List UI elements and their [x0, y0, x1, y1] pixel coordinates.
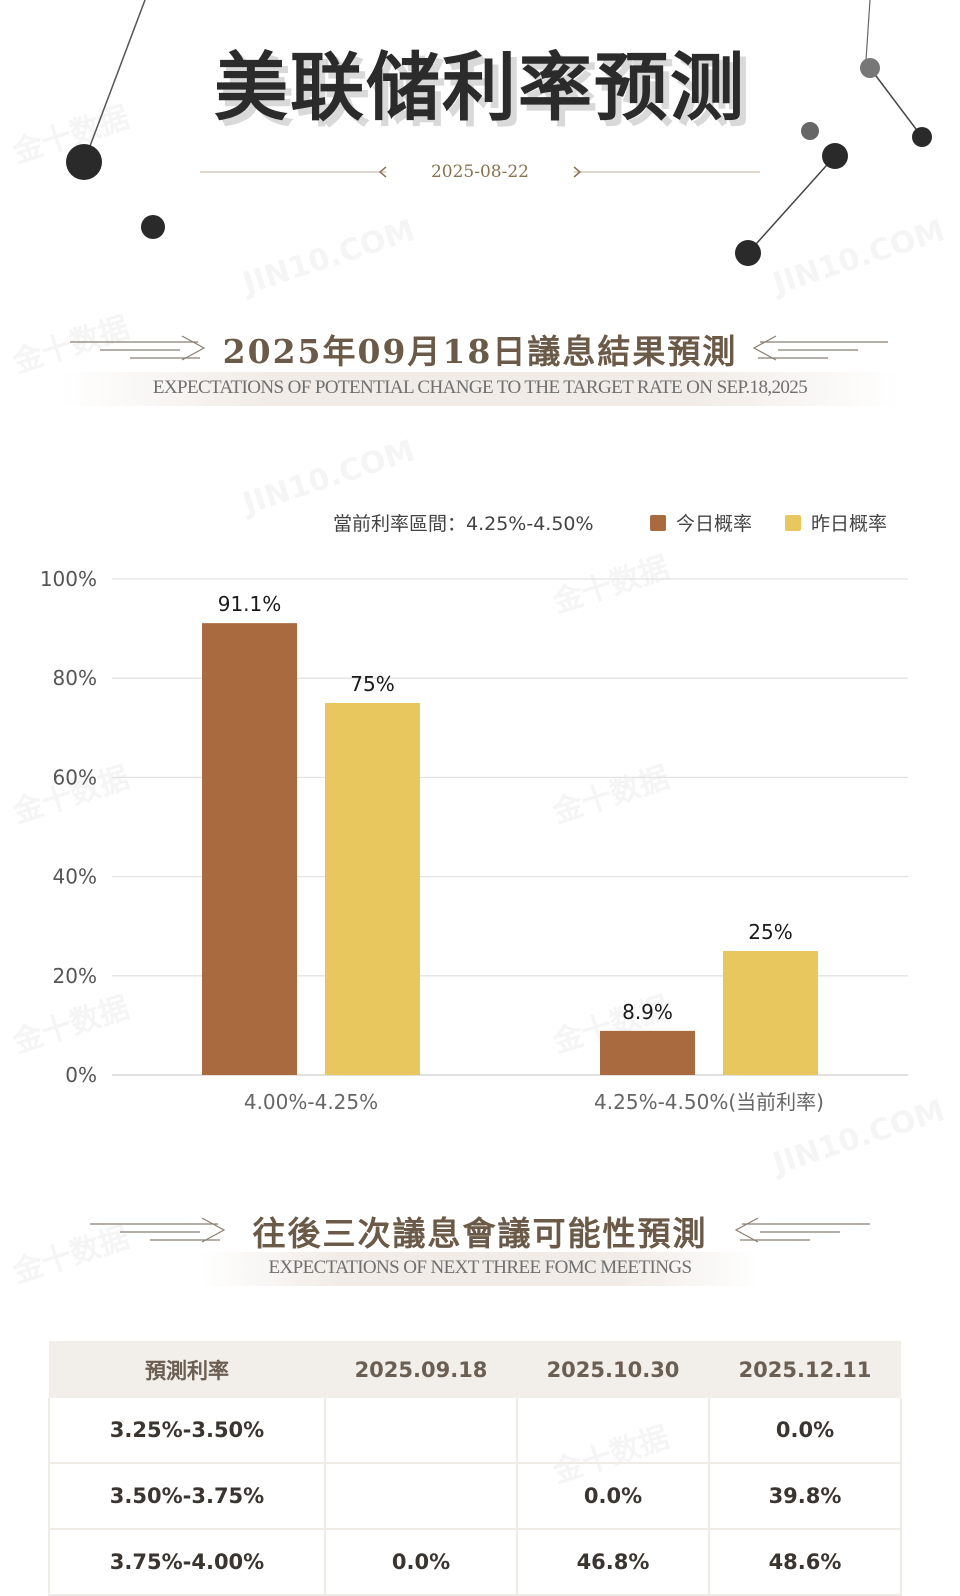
table-row: 3.75%-4.00% 0.0% 46.8% 48.6% [48, 1529, 902, 1596]
section2-subtitle: EXPECTATIONS OF NEXT THREE FOMC MEETINGS [268, 1257, 693, 1278]
data-label: 25% [748, 920, 792, 944]
ornament-left-icon [90, 1217, 226, 1243]
y-tick-label: 0% [65, 1063, 97, 1087]
table-row: 3.25%-3.50% 0.0% [48, 1398, 902, 1464]
table-cell-rate: 3.25%-3.50% [48, 1398, 326, 1464]
decor-dot [822, 143, 848, 169]
section1-subtitle: EXPECTATIONS OF POTENTIAL CHANGE TO THE … [152, 377, 808, 398]
table-header-row: 預測利率 2025.09.18 2025.10.30 2025.12.11 [49, 1341, 901, 1398]
table-cell [324, 1398, 518, 1464]
y-tick-label: 80% [53, 666, 97, 690]
date-row: 2025-08-22 [190, 158, 770, 188]
table-cell: 0.0% [708, 1398, 902, 1464]
y-tick-label: 40% [53, 865, 97, 889]
table-cell: 46.8% [516, 1529, 710, 1596]
legend-swatch-yesterday [785, 515, 801, 531]
y-tick-label: 100% [40, 567, 97, 591]
x-tick-label: 4.00%-4.25% [244, 1090, 378, 1114]
section1-title: 2025年09月18日議息結果預測 [222, 332, 738, 371]
y-tick-label: 60% [53, 765, 97, 789]
data-label: 91.1% [218, 592, 282, 616]
table-header: 預測利率 [49, 1341, 325, 1398]
decor-dot [141, 215, 165, 239]
ornament-left-icon [70, 335, 206, 361]
report-date: 2025-08-22 [430, 162, 529, 182]
section1-subtitle-band [60, 372, 900, 406]
table-header: 2025.10.30 [517, 1341, 709, 1398]
bar [202, 623, 297, 1075]
table-header: 2025.09.18 [325, 1341, 517, 1398]
table-cell-rate: 3.75%-4.00% [48, 1529, 326, 1596]
fomc-forecast-table: 預測利率 2025.09.18 2025.10.30 2025.12.11 3.… [48, 1341, 902, 1596]
section2-title: 往後三次議息會議可能性預測 [252, 1214, 708, 1253]
date-divider-lines [200, 166, 760, 178]
table-row: 3.50%-3.75% 0.0% 39.8% [48, 1463, 902, 1530]
table-cell: 48.6% [708, 1529, 902, 1596]
table-cell: 39.8% [708, 1463, 902, 1530]
table-cell-rate: 3.50%-3.75% [48, 1463, 326, 1530]
data-label: 75% [350, 672, 394, 696]
ornament-right-icon [752, 335, 888, 361]
legend-label-today: 今日概率 [676, 513, 753, 535]
decor-dot [860, 58, 880, 78]
decor-dot [66, 144, 102, 180]
section2-subtitle-band [200, 1252, 760, 1286]
probability-bar-chart: 0% 20% 40% 60% 80% 100% 91.1% 75% 4.00%-4.25% 8.9… [40, 567, 908, 1114]
y-tick-label: 20% [53, 964, 97, 988]
x-tick-label: 4.25%-4.50%(当前利率) [594, 1090, 824, 1114]
table-header: 2025.12.11 [709, 1341, 901, 1398]
decor-dot [912, 127, 932, 147]
bar [600, 1030, 695, 1075]
bar [723, 951, 818, 1075]
decor-dot [735, 240, 761, 266]
table-cell [516, 1398, 710, 1464]
legend-swatch-today [650, 515, 666, 531]
current-rate-range: 當前利率區間：4.25%-4.50% [333, 513, 594, 535]
bar [325, 703, 420, 1075]
table-cell [324, 1463, 518, 1530]
page-title: 美联储利率预测 [214, 45, 746, 131]
decorative-network [66, 0, 932, 266]
data-label: 8.9% [622, 1000, 673, 1024]
ornament-right-icon [734, 1217, 870, 1243]
legend-label-yesterday: 昨日概率 [811, 513, 888, 535]
table-cell: 0.0% [516, 1463, 710, 1530]
table-cell: 0.0% [324, 1529, 518, 1596]
decor-dot [801, 122, 819, 140]
